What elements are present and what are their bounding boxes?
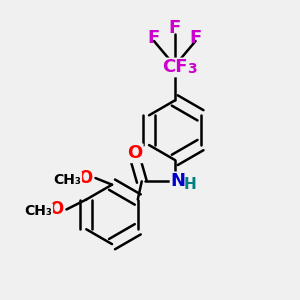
Text: F: F [169, 19, 181, 37]
Text: 3: 3 [187, 62, 197, 76]
Text: O: O [128, 144, 143, 162]
Text: CH₃: CH₃ [25, 204, 52, 218]
Text: H: H [183, 177, 196, 192]
Text: F: F [189, 29, 202, 47]
Text: N: N [171, 172, 186, 190]
Text: CF: CF [162, 58, 188, 76]
Text: O: O [79, 169, 93, 187]
Text: CH₃: CH₃ [53, 173, 81, 187]
Text: O: O [50, 200, 64, 218]
Text: F: F [148, 29, 160, 47]
